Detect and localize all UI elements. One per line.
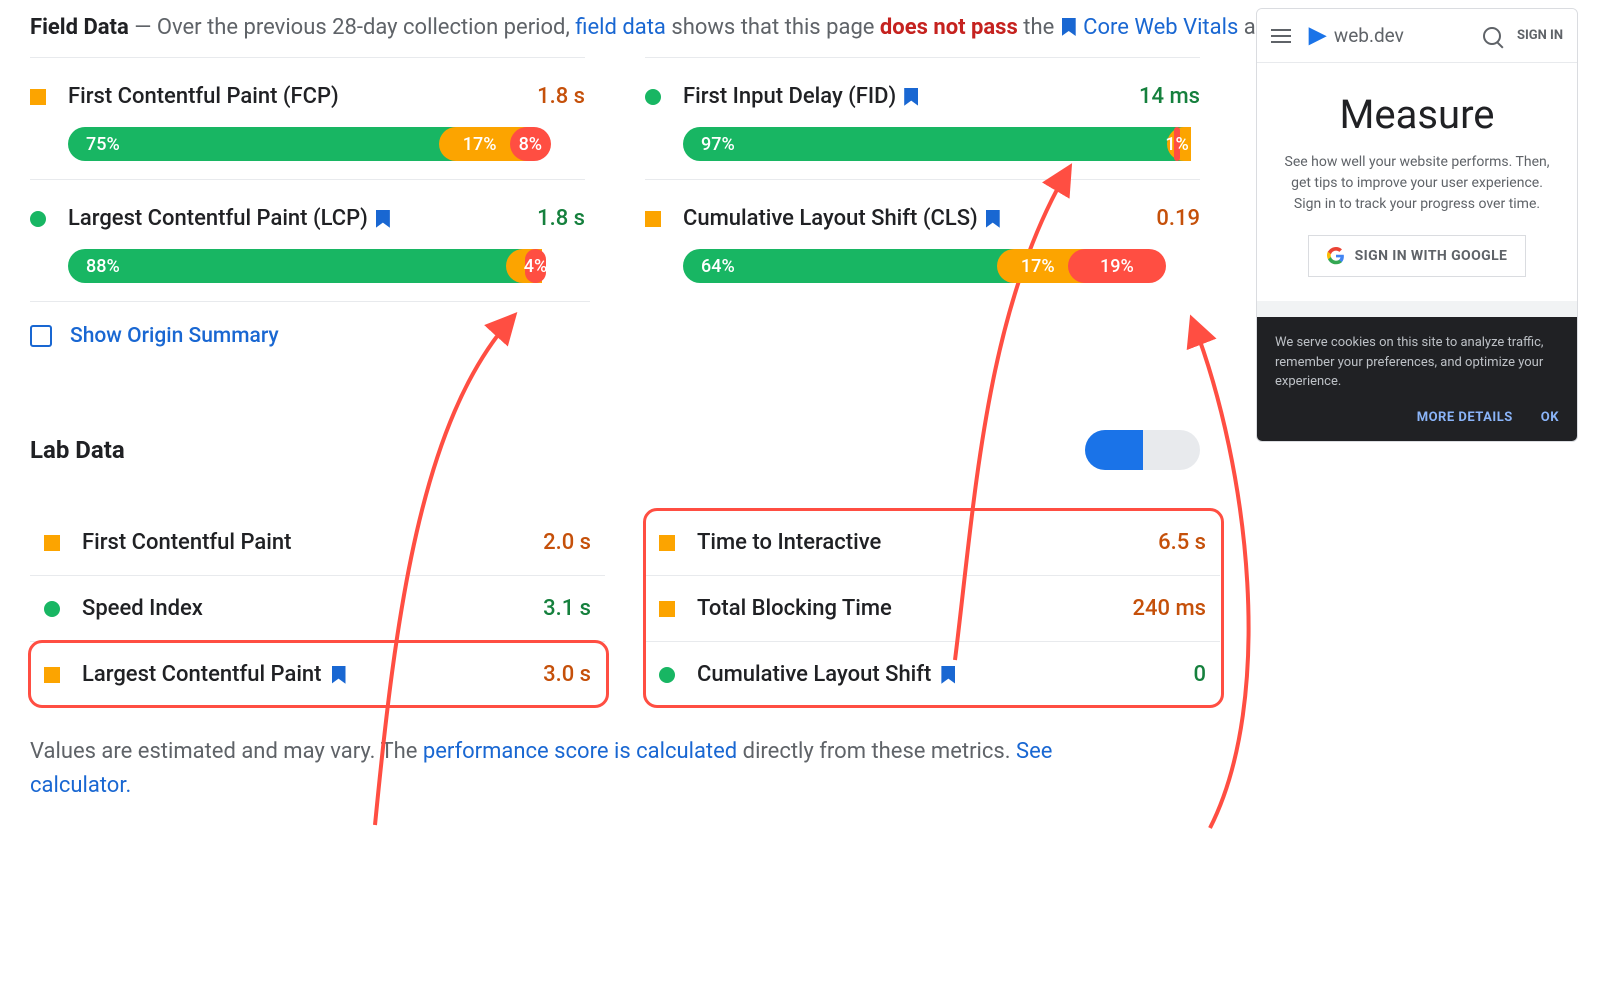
lab-metric-name: Largest Contentful Paint	[82, 662, 543, 687]
bar-segment: 88%	[68, 249, 523, 283]
bookmark-icon	[332, 666, 346, 684]
google-signin-button[interactable]: SIGN IN WITH GOOGLE	[1308, 235, 1527, 277]
search-icon[interactable]	[1483, 27, 1501, 45]
lab-column: Time to Interactive 6.5 s Total Blocking…	[645, 510, 1220, 707]
lab-data-header: Lab Data	[30, 430, 1200, 470]
lab-metric-name: First Contentful Paint	[82, 530, 543, 555]
cookie-ok-button[interactable]: OK	[1541, 408, 1559, 428]
lab-metric-name: Total Blocking Time	[697, 596, 1133, 621]
lab-metric-row: Largest Contentful Paint 3.0 s	[30, 641, 605, 707]
view-toggle[interactable]	[1085, 430, 1200, 470]
lab-metric-name: Speed Index	[82, 596, 543, 621]
field-data-title: Field Data	[30, 15, 129, 40]
distribution-bar: 88%7%4%	[68, 249, 585, 283]
lab-metric-row: Time to Interactive 6.5 s	[645, 510, 1220, 575]
metric-indicator-icon	[30, 211, 46, 227]
lab-metric-row: Cumulative Layout Shift 0	[645, 641, 1220, 707]
lab-metric-value: 240 ms	[1133, 596, 1206, 621]
metric-value: 1.8 s	[537, 206, 585, 231]
origin-label: Show Origin Summary	[70, 324, 279, 348]
phone-body: Measure See how well your website perfor…	[1257, 63, 1577, 301]
bar-segment: 19%	[1068, 249, 1166, 283]
bookmark-icon	[376, 210, 390, 228]
google-icon	[1327, 247, 1345, 265]
signin-link[interactable]: SIGN IN	[1517, 28, 1563, 43]
measure-heading: Measure	[1277, 91, 1557, 138]
metric-indicator-icon	[30, 89, 46, 105]
field-metric: Largest Contentful Paint (LCP) 1.8 s 88%…	[30, 179, 585, 301]
bar-segment: 64%	[683, 249, 1014, 283]
lab-metric-row: Total Blocking Time 240 ms	[645, 575, 1220, 641]
metric-name: Cumulative Layout Shift (CLS)	[683, 206, 1156, 231]
lab-column: First Contentful Paint 2.0 s Speed Index…	[30, 510, 605, 707]
origin-checkbox[interactable]	[30, 325, 52, 347]
metric-indicator-icon	[645, 89, 661, 105]
toggle-detailed[interactable]	[1085, 430, 1143, 470]
metric-indicator-icon	[44, 601, 60, 617]
field-metric: First Contentful Paint (FCP) 1.8 s 75%17…	[30, 57, 585, 179]
distribution-bar: 75%17%8%	[68, 127, 585, 161]
lab-metric-value: 2.0 s	[543, 530, 591, 555]
metric-indicator-icon	[44, 535, 60, 551]
bookmark-icon	[1062, 18, 1076, 36]
footer-note: Values are estimated and may vary. The p…	[30, 735, 1090, 803]
measure-desc: See how well your website performs. Then…	[1277, 152, 1557, 215]
bar-segment: 8%	[510, 127, 551, 161]
metric-name: First Contentful Paint (FCP)	[68, 84, 537, 109]
distribution-bar: 97%2%1%	[683, 127, 1200, 161]
assessment-fail: does not pass	[880, 15, 1018, 40]
brand[interactable]: ▶ web.dev	[1309, 23, 1483, 48]
field-data-link[interactable]: field data	[575, 15, 666, 40]
metric-name: Largest Contentful Paint (LCP)	[68, 206, 537, 231]
phone-preview: ▶ web.dev SIGN IN Measure See how well y…	[1256, 8, 1578, 442]
metric-value: 0.19	[1156, 206, 1200, 231]
distribution-bar: 64%17%19%	[683, 249, 1200, 283]
bar-segment: 97%	[683, 127, 1184, 161]
lab-metric-name: Cumulative Layout Shift	[697, 662, 1193, 687]
metric-indicator-icon	[44, 667, 60, 683]
metric-indicator-icon	[659, 535, 675, 551]
lab-metric-value: 3.0 s	[543, 662, 591, 687]
more-details-link[interactable]: MORE DETAILS	[1417, 408, 1513, 428]
metric-name: First Input Delay (FID)	[683, 84, 1139, 109]
metric-value: 14 ms	[1139, 84, 1200, 109]
lab-metric-value: 6.5 s	[1158, 530, 1206, 555]
metric-value: 1.8 s	[537, 84, 585, 109]
lab-metric-value: 0	[1193, 662, 1206, 687]
metric-indicator-icon	[645, 211, 661, 227]
logo-icon: ▶	[1309, 23, 1326, 48]
field-metrics-grid: First Contentful Paint (FCP) 1.8 s 75%17…	[30, 57, 1200, 301]
lab-metric-value: 3.1 s	[543, 596, 591, 621]
metric-indicator-icon	[659, 667, 675, 683]
field-metric: Cumulative Layout Shift (CLS) 0.19 64%17…	[645, 179, 1200, 301]
metric-indicator-icon	[659, 601, 675, 617]
lab-metrics-grid: First Contentful Paint 2.0 s Speed Index…	[30, 510, 1220, 707]
bookmark-icon	[941, 666, 955, 684]
bar-segment: 1%	[1174, 127, 1179, 161]
core-web-vitals-link[interactable]: Core Web Vitals	[1083, 15, 1238, 40]
bookmark-icon	[986, 210, 1000, 228]
lab-metric-row: Speed Index 3.1 s	[30, 575, 605, 641]
bar-segment: 75%	[68, 127, 456, 161]
phone-topbar: ▶ web.dev SIGN IN	[1257, 9, 1577, 63]
bookmark-icon	[904, 88, 918, 106]
bar-segment: 4%	[525, 249, 546, 283]
show-origin-summary-row[interactable]: Show Origin Summary	[30, 301, 590, 370]
menu-icon[interactable]	[1271, 29, 1291, 43]
perf-score-link[interactable]: performance score is calculated	[423, 739, 737, 764]
lab-metric-name: Time to Interactive	[697, 530, 1158, 555]
toggle-compact[interactable]	[1143, 430, 1201, 470]
cookie-banner: We serve cookies on this site to analyze…	[1257, 317, 1577, 441]
field-metric: First Input Delay (FID) 14 ms 97%2%1%	[645, 57, 1200, 179]
lab-metric-row: First Contentful Paint 2.0 s	[30, 510, 605, 575]
lab-data-title: Lab Data	[30, 436, 1085, 464]
